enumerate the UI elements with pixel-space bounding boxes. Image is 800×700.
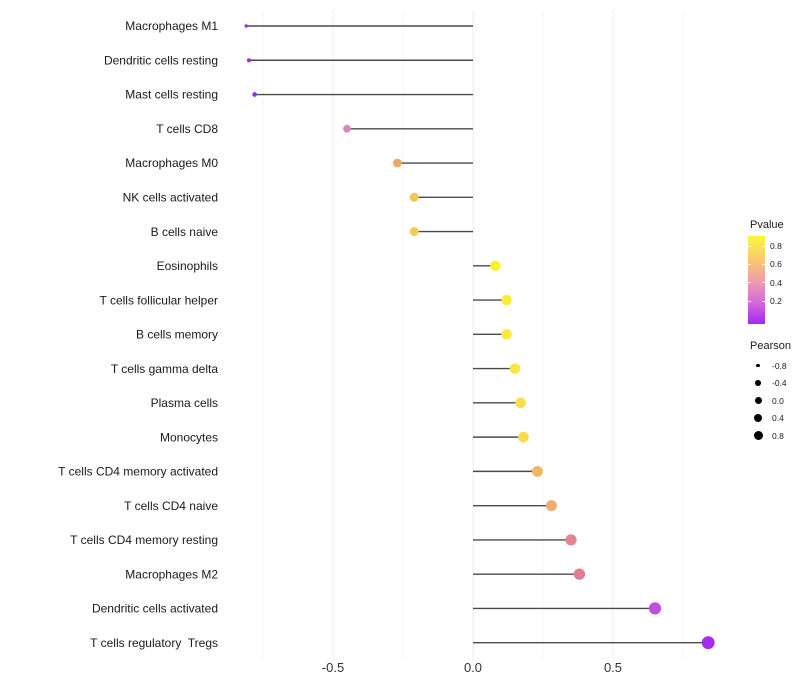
- pvalue-tick-mark: [762, 300, 765, 302]
- x-tick-label: 0.5: [604, 660, 622, 675]
- category-label: T cells CD4 naive: [124, 499, 218, 513]
- lollipop-dot: [509, 363, 521, 374]
- category-label: T cells regulatory Tregs: [90, 636, 218, 650]
- pearson-legend-entry: 0.8: [750, 427, 791, 445]
- pvalue-tick-label: 0.8: [770, 241, 782, 252]
- category-label: B cells memory: [136, 328, 218, 342]
- category-label: Macrophages M0: [125, 156, 218, 170]
- lollipop-dot: [515, 397, 526, 409]
- category-label: T cells CD8: [156, 122, 218, 136]
- lollipop-dot: [252, 92, 257, 97]
- pvalue-gradient-bar: 0.8 0.6 0.4 0.2: [748, 236, 784, 324]
- pearson-size-dot-icon: [755, 380, 761, 387]
- category-label: Dendritic cells activated: [92, 602, 218, 616]
- lollipop-dot: [490, 260, 501, 271]
- x-tick-label: -0.5: [322, 660, 344, 675]
- category-label: Monocytes: [160, 430, 218, 444]
- lollipop-dot: [573, 568, 586, 580]
- pvalue-tick-mark: [762, 245, 765, 247]
- lollipop-dot: [545, 500, 557, 512]
- pvalue-tick-mark: [748, 263, 751, 265]
- pvalue-tick-mark: [748, 245, 751, 247]
- pearson-size-dot-icon: [754, 414, 762, 423]
- category-label: Mast cells resting: [125, 88, 218, 102]
- lollipop-dot: [565, 534, 577, 546]
- pearson-entry-label: 0.4: [772, 413, 784, 424]
- lollipop-dot: [531, 465, 543, 477]
- lollipop-dot: [244, 24, 248, 28]
- lollipop-dot: [701, 636, 715, 650]
- pearson-size-dot-icon: [753, 431, 763, 441]
- pearson-entry-label: 0.8: [772, 430, 784, 441]
- lollipop-dot: [501, 329, 512, 340]
- pvalue-legend: Pvalue 0.8 0.6 0.4 0.2: [748, 219, 784, 324]
- pvalue-tick-mark: [748, 282, 751, 284]
- pvalue-legend-title: Pvalue: [750, 219, 784, 231]
- pvalue-tick-label: 0.2: [770, 296, 782, 307]
- category-label: T cells CD4 memory resting: [70, 533, 218, 547]
- lollipop-dot: [343, 124, 351, 133]
- pvalue-tick-label: 0.4: [770, 277, 782, 288]
- pearson-legend-entry: -0.4: [750, 375, 791, 393]
- pearson-legend-entry: 0.0: [750, 392, 791, 410]
- category-label: T cells gamma delta: [111, 362, 218, 376]
- lollipop-dot: [648, 602, 662, 615]
- pearson-legend-entry: -0.8: [750, 357, 791, 375]
- lollipop-dot: [501, 294, 512, 306]
- pearson-legend-title: Pearson: [750, 340, 791, 352]
- pearson-entry-label: -0.4: [772, 378, 787, 389]
- category-label: T cells CD4 memory activated: [58, 465, 218, 479]
- category-label: Dendritic cells resting: [104, 53, 218, 67]
- pvalue-tick-mark: [762, 282, 765, 284]
- lollipop-dot: [518, 431, 529, 443]
- category-label: Macrophages M1: [125, 19, 218, 33]
- category-label: T cells follicular helper: [100, 293, 219, 307]
- lollipop-dot: [409, 227, 419, 237]
- category-label: Plasma cells: [151, 396, 218, 410]
- category-label: B cells naive: [151, 225, 219, 239]
- category-label: Eosinophils: [157, 259, 218, 273]
- lollipop-dot: [393, 158, 402, 168]
- lollipop-dot: [246, 58, 252, 63]
- pvalue-tick-mark: [762, 263, 765, 265]
- pearson-legend-entry: 0.4: [750, 410, 791, 428]
- pearson-size-dot-icon: [754, 397, 762, 405]
- x-tick-label: 0.0: [464, 660, 482, 675]
- pearson-entry-label: 0.0: [772, 395, 784, 406]
- lollipop-dot: [409, 192, 419, 202]
- pearson-legend: Pearson -0.8 -0.4 0.0 0.4 0.8: [750, 340, 791, 445]
- pvalue-tick-mark: [748, 300, 751, 302]
- pvalue-tick-label: 0.6: [770, 259, 782, 270]
- pearson-size-dot-icon: [756, 364, 760, 368]
- category-label: Macrophages M2: [125, 567, 218, 581]
- pearson-entry-label: -0.8: [772, 360, 787, 371]
- category-label: NK cells activated: [123, 191, 218, 205]
